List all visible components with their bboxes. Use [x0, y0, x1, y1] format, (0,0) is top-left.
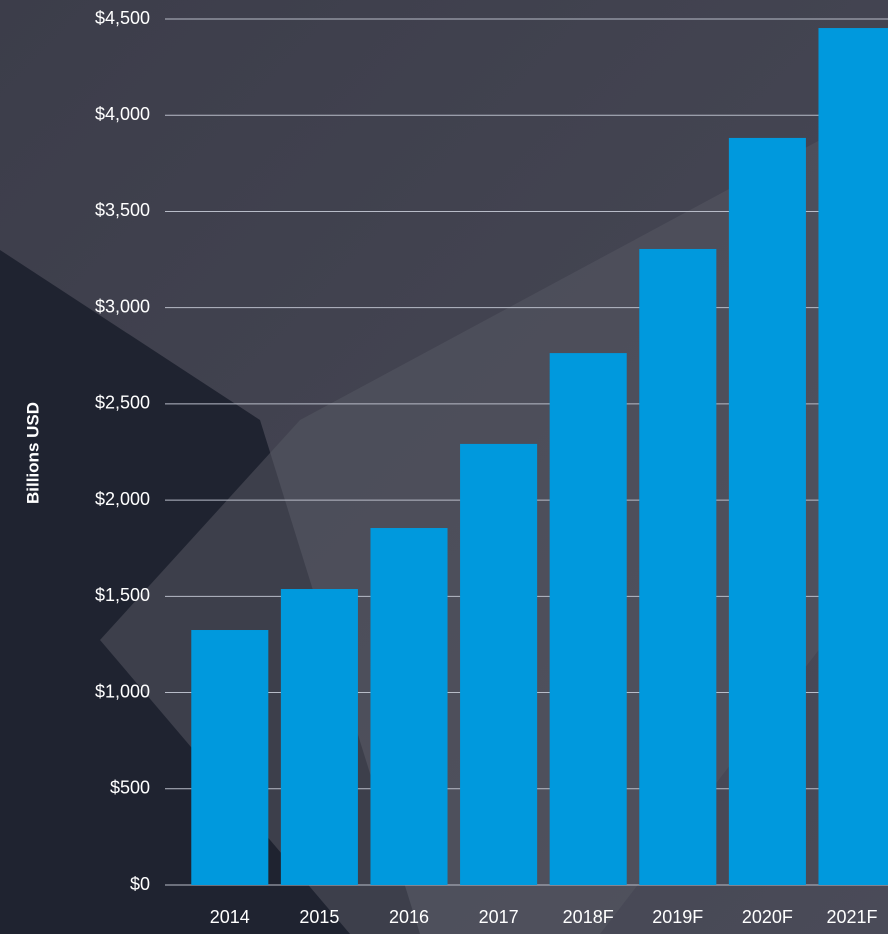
x-tick-label: 2018F: [563, 907, 614, 927]
x-tick-label: 2016: [389, 907, 429, 927]
x-tick-label: 2021F: [826, 907, 877, 927]
x-tick-label: 2019F: [652, 907, 703, 927]
x-tick-label: 2014: [210, 907, 250, 927]
y-tick-label: $3,500: [95, 200, 150, 220]
y-tick-label: $2,500: [95, 393, 150, 413]
y-tick-label: $3,000: [95, 296, 150, 316]
y-tick-label: $4,500: [95, 8, 150, 28]
y-axis-label: Billions USD: [23, 402, 42, 504]
y-tick-label: $500: [110, 778, 150, 798]
bar: [728, 137, 806, 885]
y-tick-label: $1,500: [95, 585, 150, 605]
y-tick-label: $2,000: [95, 489, 150, 509]
bar: [280, 589, 358, 885]
x-tick-label: 2017: [479, 907, 519, 927]
y-tick-label: $1,000: [95, 681, 150, 701]
y-tick-label: $0: [130, 874, 150, 894]
bar: [370, 528, 448, 885]
y-tick-label: $4,000: [95, 104, 150, 124]
x-tick-label: 2020F: [742, 907, 793, 927]
bar: [191, 630, 269, 885]
bar: [549, 353, 627, 885]
bar: [639, 248, 717, 885]
bar: [460, 443, 538, 885]
x-tick-label: 2015: [299, 907, 339, 927]
bar: [818, 28, 888, 886]
